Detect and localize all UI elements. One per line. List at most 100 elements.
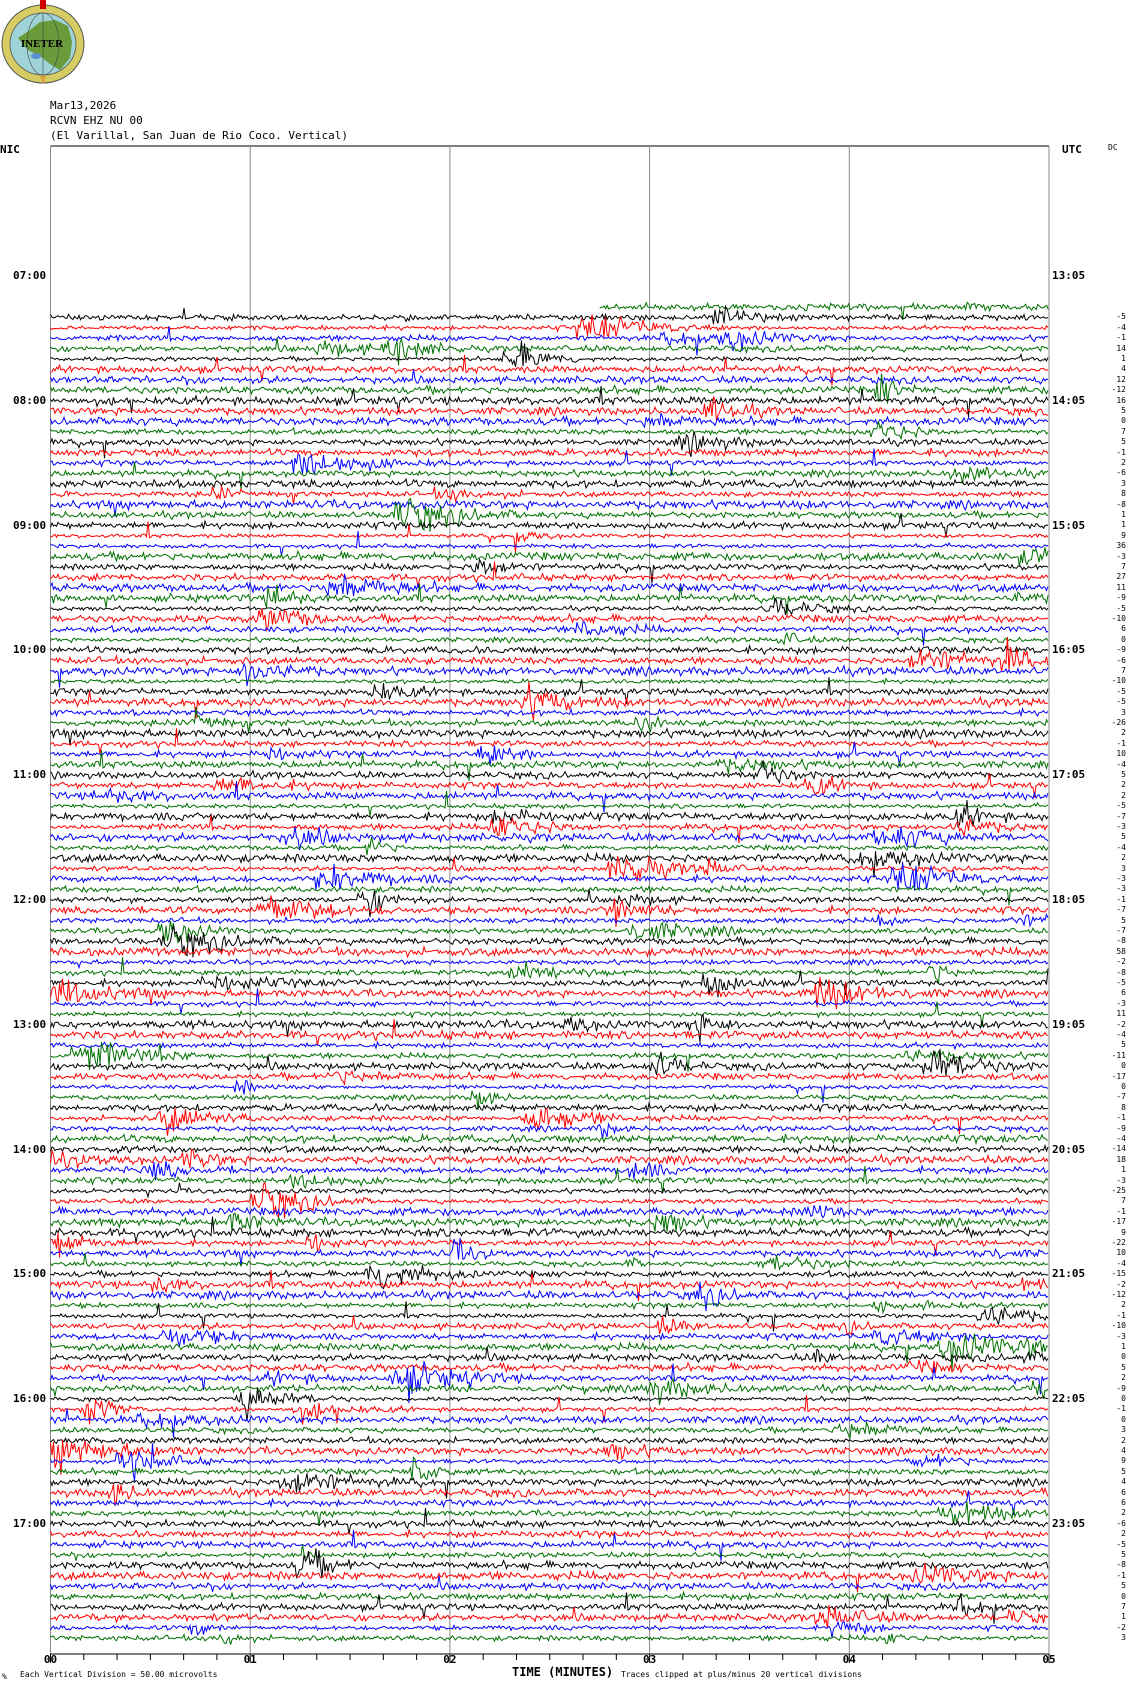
trace-offset-value: -1 (1116, 1570, 1126, 1580)
trace-offset-value: -5 (1116, 603, 1126, 613)
x-tick-label: 03 (642, 1653, 657, 1666)
trace-offset-value: 5 (1121, 1466, 1126, 1476)
trace-offset-value: -1 (1116, 738, 1126, 748)
trace-offset-value: 36 (1116, 541, 1126, 551)
trace-offset-value: -9 (1116, 593, 1126, 603)
trace-offset-value: -11 (1111, 1050, 1126, 1060)
trace-offset-value: 9 (1121, 1456, 1126, 1466)
right-time-label: 16:05 (1052, 643, 1086, 657)
seismic-trace (50, 772, 1049, 798)
trace-offset-value: 8 (1121, 1102, 1126, 1112)
left-time-label: 15:00 (13, 1267, 47, 1281)
trace-offset-value: -4 (1116, 842, 1126, 852)
trace-offset-value: -10 (1111, 676, 1126, 686)
seismic-trace (50, 1358, 1049, 1374)
seismic-trace (50, 1605, 1049, 1629)
seismic-trace (50, 477, 1049, 491)
x-tick-label: 01 (243, 1653, 257, 1666)
trace-offset-value: -9 (1116, 1383, 1126, 1393)
seismic-trace (50, 1315, 1049, 1336)
x-tick-label: 00 (43, 1653, 58, 1666)
seismic-trace (50, 1238, 1049, 1266)
trace-offset-value: -12 (1111, 1290, 1126, 1299)
seismic-trace (50, 1101, 1049, 1114)
trace-offset-value: -6 (1116, 468, 1126, 478)
seismic-trace (50, 913, 1049, 928)
seismic-trace (50, 1439, 1049, 1475)
trace-offset-value: 0 (1121, 1414, 1126, 1424)
seismic-trace (50, 1182, 1049, 1199)
trace-offset-value: -10 (1111, 614, 1126, 623)
seismic-trace (50, 497, 1049, 532)
trace-offset-value: -1 (1116, 1113, 1126, 1123)
seismic-trace (50, 1148, 1049, 1169)
seismic-trace (50, 1408, 1049, 1438)
seismic-trace (50, 421, 1049, 441)
trace-offset-value: 0 (1121, 1394, 1126, 1403)
trace-offset-value: -3 (1116, 551, 1126, 561)
trace-offset-value: 12 (1116, 374, 1126, 384)
seismic-trace (50, 1205, 1049, 1219)
trace-offset-value: 3 (1121, 863, 1126, 873)
trace-offset-value: 10 (1116, 1248, 1126, 1258)
seismic-trace (50, 1490, 1049, 1516)
seismic-trace (50, 889, 1049, 918)
seismic-trace (50, 1562, 1049, 1593)
seismic-trace (50, 815, 1049, 844)
seismic-trace (50, 446, 1049, 459)
trace-offset-value: 5 (1121, 770, 1126, 779)
seismic-trace (50, 1456, 1049, 1481)
trace-offset-value: -7 (1116, 926, 1126, 935)
scale-text: Each Vertical Division = 50.00 microvolt… (20, 1670, 218, 1679)
trace-offset-value: 18 (1116, 1154, 1126, 1164)
trace-offset-value: 9 (1121, 530, 1126, 540)
trace-offset-value: -8 (1116, 499, 1126, 509)
trace-offset-value: 0 (1121, 416, 1126, 426)
seismic-trace (50, 760, 1049, 785)
trace-offset-value: 11 (1116, 582, 1126, 592)
seismic-trace (50, 662, 1049, 688)
seismic-trace (50, 1048, 1049, 1076)
trace-offset-value: 0 (1121, 1352, 1126, 1362)
trace-offset-value: -5 (1116, 978, 1126, 987)
seismic-trace (50, 781, 1049, 813)
trace-offset-value: 58 (1116, 946, 1126, 956)
trace-offset-value: 6 (1121, 1487, 1126, 1497)
trace-offset-value: 3 (1121, 1425, 1126, 1435)
seismic-trace (50, 958, 1049, 970)
trace-offset-value: -2 (1116, 1019, 1126, 1029)
trace-offset-value: -4 (1116, 322, 1126, 332)
trace-offset-value: -1 (1116, 333, 1126, 343)
trace-offset-value: 7 (1121, 426, 1126, 436)
trace-offset-value: 8 (1121, 489, 1126, 499)
trace-offset-value: -9 (1116, 1123, 1126, 1133)
seismic-trace (50, 561, 1049, 588)
right-time-label: 23:05 (1052, 1517, 1086, 1530)
trace-offset-value: -3 (1116, 1331, 1126, 1341)
seismic-trace (50, 836, 1049, 856)
trace-offset-value: -5 (1116, 312, 1126, 322)
trace-offset-value: -3 (1116, 998, 1126, 1008)
trace-offset-value: -7 (1116, 1092, 1126, 1102)
left-time-label: 09:00 (13, 518, 47, 532)
trace-offset-value: 11 (1116, 1009, 1126, 1019)
trace-offset-value: -1 (1116, 447, 1126, 457)
right-timezone-label: UTC (1062, 143, 1082, 156)
trace-offset-value: 2 (1121, 853, 1126, 863)
seismic-trace (50, 636, 1049, 672)
seismic-trace (50, 1041, 1049, 1072)
seismic-trace (50, 304, 1049, 325)
seismic-trace (50, 1420, 1049, 1439)
trace-offset-value: -7 (1116, 905, 1126, 915)
date-label: Mar13,2026 (50, 99, 117, 112)
seismic-trace (50, 396, 1049, 422)
trace-offset-value: -8 (1116, 936, 1126, 946)
seismic-trace (50, 530, 1049, 556)
seismic-trace (50, 1620, 1049, 1638)
seismic-trace (50, 1333, 1049, 1371)
trace-offset-value: 1 (1121, 510, 1126, 519)
trace-offset-value: 5 (1121, 406, 1126, 415)
trace-offset-value: -3 (1116, 884, 1126, 894)
seismic-trace (50, 1018, 1049, 1046)
right-time-label: 21:05 (1052, 1267, 1086, 1281)
